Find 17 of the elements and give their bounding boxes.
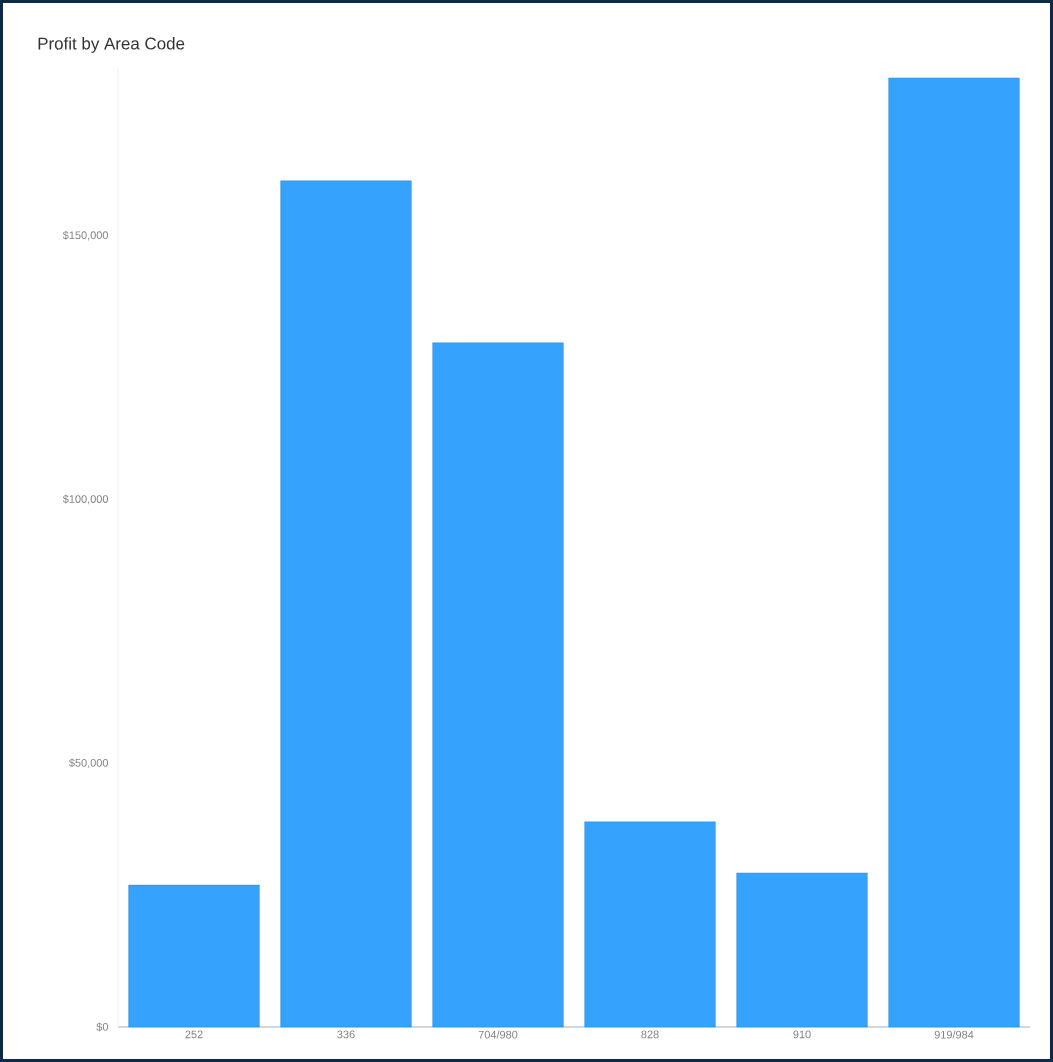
- bar: [888, 77, 1020, 1028]
- x-tick-label: 919/984: [934, 1030, 974, 1039]
- x-tick-label: 704/980: [478, 1030, 518, 1039]
- bar: [128, 884, 260, 1028]
- bar: [280, 180, 412, 1028]
- chart-title: Profit by Area Code: [38, 37, 185, 53]
- x-tick-label: 828: [641, 1030, 659, 1039]
- y-tick-label: $0: [96, 1022, 109, 1032]
- bar: [736, 872, 868, 1028]
- y-tick-label: $150,000: [62, 230, 109, 241]
- x-tick-label: 910: [793, 1030, 811, 1039]
- y-tick-label: $50,000: [68, 758, 109, 768]
- x-tick-label: 336: [337, 1030, 355, 1039]
- bar: [432, 342, 564, 1028]
- y-tick-label: $100,000: [62, 494, 109, 505]
- x-tick-label: 252: [185, 1030, 203, 1039]
- bar: [584, 821, 716, 1028]
